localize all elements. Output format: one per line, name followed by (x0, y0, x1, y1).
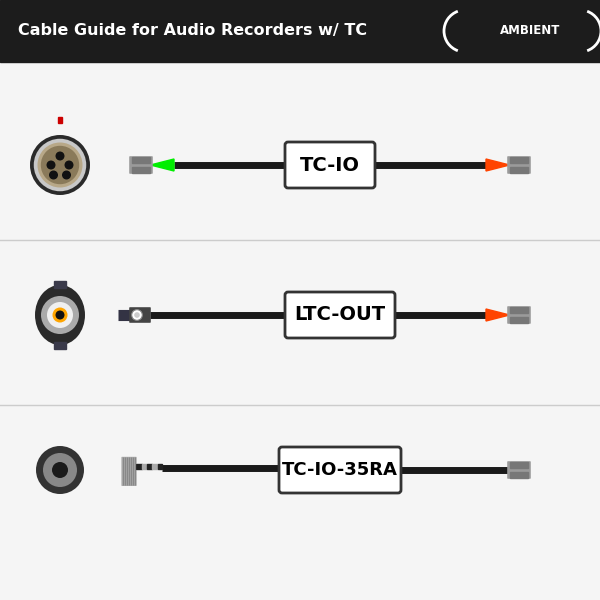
Circle shape (56, 152, 64, 160)
Bar (147, 464, 152, 469)
FancyBboxPatch shape (285, 292, 395, 338)
Bar (510, 472, 528, 478)
Bar (132, 157, 150, 163)
Bar (510, 307, 528, 313)
Bar (510, 317, 528, 323)
Circle shape (43, 453, 77, 487)
Circle shape (53, 307, 67, 323)
Bar (142, 464, 147, 469)
Circle shape (56, 311, 64, 319)
Ellipse shape (160, 464, 162, 469)
FancyBboxPatch shape (129, 307, 151, 323)
Ellipse shape (47, 302, 73, 328)
Bar (510, 462, 528, 467)
Circle shape (135, 313, 139, 317)
Ellipse shape (41, 146, 79, 184)
FancyBboxPatch shape (285, 142, 375, 188)
Ellipse shape (34, 139, 86, 191)
Text: Cable Guide for Audio Recorders w/ TC: Cable Guide for Audio Recorders w/ TC (18, 23, 367, 38)
Bar (510, 167, 528, 173)
Bar (136, 464, 142, 469)
Circle shape (36, 446, 84, 494)
Text: LTC-OUT: LTC-OUT (295, 305, 386, 325)
FancyBboxPatch shape (507, 306, 531, 324)
Bar (152, 464, 158, 469)
Text: AMBIENT: AMBIENT (500, 25, 560, 37)
FancyBboxPatch shape (121, 457, 137, 486)
Ellipse shape (37, 143, 83, 187)
Bar (158, 464, 162, 469)
FancyBboxPatch shape (507, 461, 531, 479)
Ellipse shape (35, 285, 85, 345)
Text: TC-IO: TC-IO (300, 155, 360, 175)
FancyBboxPatch shape (129, 156, 153, 174)
Circle shape (65, 161, 73, 169)
Ellipse shape (30, 135, 90, 195)
Circle shape (63, 171, 70, 179)
Bar (510, 157, 528, 163)
FancyBboxPatch shape (279, 447, 401, 493)
Circle shape (52, 462, 68, 478)
Polygon shape (152, 159, 174, 171)
Circle shape (131, 310, 142, 320)
Bar (54, 281, 66, 288)
Bar (54, 342, 66, 349)
Ellipse shape (41, 296, 79, 334)
Bar (58, 117, 62, 123)
Polygon shape (486, 159, 508, 171)
Bar (0, 0, 600, 62)
Polygon shape (486, 309, 508, 321)
Text: TC-IO-35RA: TC-IO-35RA (282, 461, 398, 479)
Bar (132, 167, 150, 173)
Circle shape (47, 161, 55, 169)
Circle shape (50, 171, 57, 179)
FancyBboxPatch shape (507, 156, 531, 174)
